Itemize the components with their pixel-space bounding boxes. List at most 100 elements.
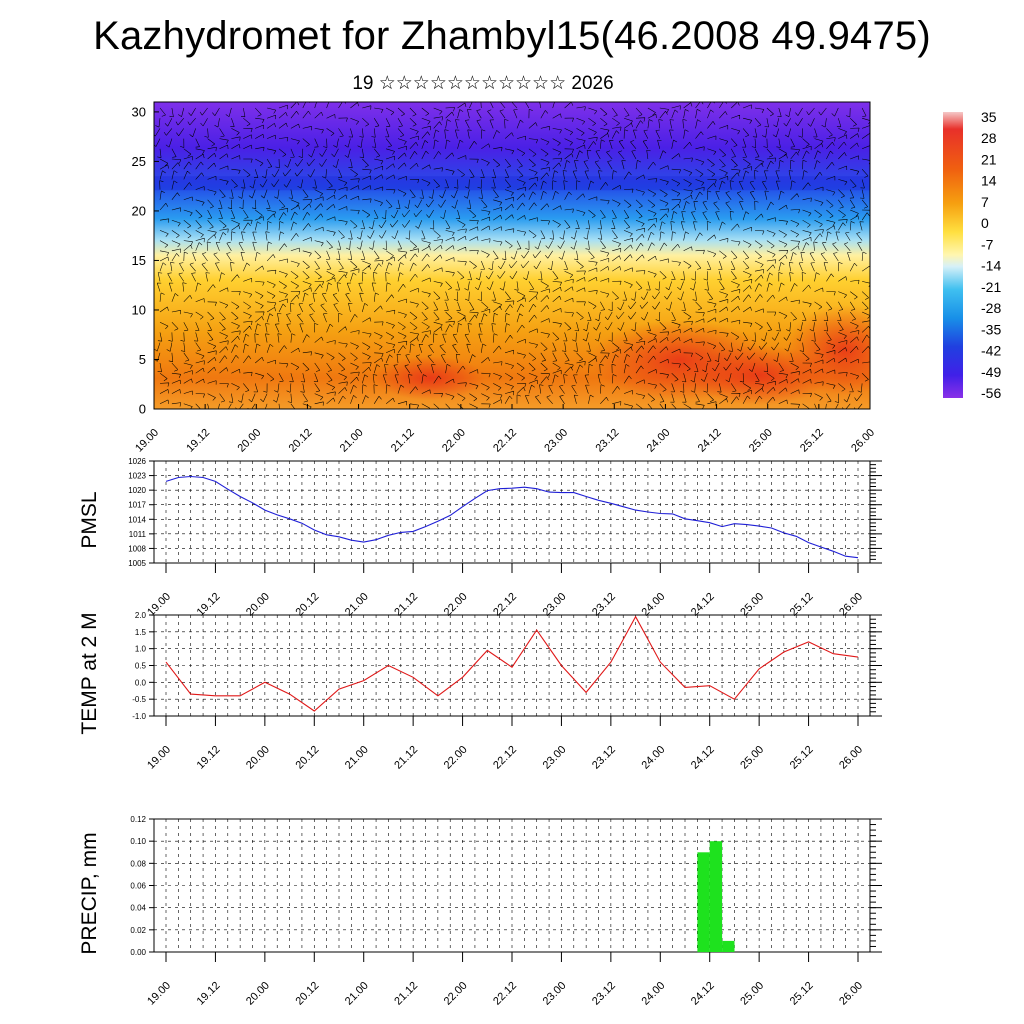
precip-xtick-label-5: 21.12 xyxy=(392,980,420,1008)
pmsl-xtick-label-0: 19.00 xyxy=(145,591,173,619)
pmsl-xtick-label-14: 26.00 xyxy=(837,591,865,619)
precip-xtick-label-8: 23.00 xyxy=(541,980,569,1008)
section-ytick-label-3: 15 xyxy=(132,253,146,268)
section-xtick-label-8: 23.00 xyxy=(542,427,570,455)
pmsl-ytick-label-6: 1023 xyxy=(128,472,146,481)
colorbar-label-11: -42 xyxy=(981,343,1001,359)
temp2m-xtick-label-7: 22.12 xyxy=(491,744,519,772)
pmsl-xtick-label-10: 24.00 xyxy=(639,591,667,619)
precip-xtick-label-13: 25.12 xyxy=(788,980,816,1008)
colorbar-label-9: -28 xyxy=(981,300,1001,316)
pmsl-xtick-label-5: 21.12 xyxy=(392,591,420,619)
precip-xtick-label-6: 22.00 xyxy=(442,980,470,1008)
warm-core-3 xyxy=(375,356,485,400)
pmsl-series-line xyxy=(165,475,859,559)
pmsl-ytick-label-2: 1011 xyxy=(129,530,147,539)
temp2m-ytick-label-0: -1.0 xyxy=(132,712,146,721)
pmsl-xtick-label-7: 22.12 xyxy=(491,591,519,619)
colorbar-label-1: 28 xyxy=(981,130,997,146)
temp2m-ytick-label-2: 0.0 xyxy=(135,678,147,687)
wind-barb-paths xyxy=(154,102,870,409)
pmsl-ylabel: PMSL xyxy=(78,491,101,548)
section-xtick-label-4: 21.00 xyxy=(338,427,366,455)
temp2m-ytick-label-6: 2.0 xyxy=(135,611,147,620)
temp2m-xtick-label-2: 20.00 xyxy=(244,744,272,772)
temp2m-xtick-label-9: 23.12 xyxy=(590,744,618,772)
precip-ylabel: PRECIP, mm xyxy=(78,832,101,954)
precip-bar-2 xyxy=(722,940,735,952)
pmsl-xtick-label-3: 20.12 xyxy=(293,591,321,619)
section-xtick-label-0: 19.00 xyxy=(133,427,161,455)
precip-xtick-label-9: 23.12 xyxy=(590,980,618,1008)
precip-xtick-label-0: 19.00 xyxy=(145,980,173,1008)
section-ytick-label-2: 10 xyxy=(132,302,146,317)
colorbar-label-12: -49 xyxy=(981,364,1001,380)
colorbar-label-4: 7 xyxy=(981,194,989,210)
pmsl-xtick-label-12: 25.00 xyxy=(738,591,766,619)
precip-xtick-label-4: 21.00 xyxy=(343,980,371,1008)
colorbar-label-5: 0 xyxy=(981,215,989,231)
section-xtick-label-3: 20.12 xyxy=(287,427,315,455)
temp-series-line xyxy=(165,615,859,712)
colorbar-label-2: 21 xyxy=(981,151,997,167)
colorbar-label-10: -35 xyxy=(981,321,1001,337)
section-xtick-label-2: 20.00 xyxy=(235,427,263,455)
colorbar-label-7: -14 xyxy=(981,258,1001,274)
pmsl-ytick-label-1: 1008 xyxy=(128,544,146,553)
pmsl-ytick-label-5: 1020 xyxy=(128,486,146,495)
precip-grid xyxy=(154,818,870,953)
colorbar-label-3: 14 xyxy=(981,173,997,189)
temp2m-ylabel: TEMP at 2 M xyxy=(78,612,101,734)
jet-band xyxy=(154,176,870,191)
pmsl-grid xyxy=(154,460,870,564)
temp2m-xtick-label-14: 26.00 xyxy=(837,744,865,772)
pmsl-xtick-label-13: 25.12 xyxy=(788,591,816,619)
pmsl-xtick-label-8: 23.00 xyxy=(541,591,569,619)
temp2m-ytick-label-3: 0.5 xyxy=(135,662,147,671)
section-ytick-label-5: 25 xyxy=(132,154,146,169)
section-xtick-label-7: 22.12 xyxy=(491,427,519,455)
temp2m-xtick-label-12: 25.00 xyxy=(738,744,766,772)
section-xtick-label-11: 24.12 xyxy=(696,427,724,455)
temp2m-xtick-label-11: 24.12 xyxy=(689,744,717,772)
pmsl-xtick-label-4: 21.00 xyxy=(343,591,371,619)
precip-xtick-label-10: 24.00 xyxy=(639,980,667,1008)
temp2m-ytick-label-1: -0.5 xyxy=(132,695,146,704)
section-xtick-label-10: 24.00 xyxy=(645,427,673,455)
precip-ytick-label-1: 0.02 xyxy=(130,926,146,935)
chart-subtitle: 19 ☆☆☆☆☆☆☆☆☆☆☆ 2026 xyxy=(352,73,614,94)
temp2m-xtick-label-0: 19.00 xyxy=(145,744,173,772)
temp2m-xtick-label-4: 21.00 xyxy=(343,744,371,772)
temp2m-xtick-label-13: 25.12 xyxy=(788,744,816,772)
precip-ytick-label-4: 0.08 xyxy=(130,859,146,868)
colorbar-label-0: 35 xyxy=(981,109,997,125)
section-ytick-label-4: 20 xyxy=(132,203,146,218)
precip-xtick-label-12: 25.00 xyxy=(738,980,766,1008)
precip-ytick-label-2: 0.04 xyxy=(130,904,146,913)
temp2m-xtick-label-10: 24.00 xyxy=(639,744,667,772)
wind-barbs xyxy=(154,102,870,409)
warm-core-2 xyxy=(690,345,830,405)
section-ytick-label-1: 5 xyxy=(139,352,146,367)
colorbar-label-13: -56 xyxy=(981,385,1001,401)
precip-ytick-label-0: 0.00 xyxy=(130,948,146,957)
temp2m-xtick-label-3: 20.12 xyxy=(293,744,321,772)
colorbar-label-8: -21 xyxy=(981,279,1001,295)
precip-xtick-label-3: 20.12 xyxy=(293,980,321,1008)
temp2m-ytick-label-5: 1.5 xyxy=(135,628,147,637)
pmsl-ytick-label-7: 1026 xyxy=(128,457,146,466)
temp2m-xtick-label-5: 21.12 xyxy=(392,744,420,772)
precip-ytick-label-5: 0.10 xyxy=(130,837,146,846)
section-xtick-label-13: 25.12 xyxy=(798,427,826,455)
pmsl-ytick-label-4: 1017 xyxy=(128,501,146,510)
section-xtick-label-14: 26.00 xyxy=(849,427,877,455)
chart-title: Kazhydromet for Zhambyl15(46.2008 49.947… xyxy=(93,14,931,58)
temp2m-xtick-label-1: 19.12 xyxy=(195,744,223,772)
temp2m-xtick-label-6: 22.00 xyxy=(442,744,470,772)
pmsl-ytick-label-0: 1005 xyxy=(128,559,146,568)
precip-ytick-label-3: 0.06 xyxy=(130,882,146,891)
section-ytick-label-6: 30 xyxy=(132,104,146,119)
precip-ytick-label-6: 0.12 xyxy=(130,815,146,824)
temp2m-ytick-label-4: 1.0 xyxy=(135,645,147,654)
